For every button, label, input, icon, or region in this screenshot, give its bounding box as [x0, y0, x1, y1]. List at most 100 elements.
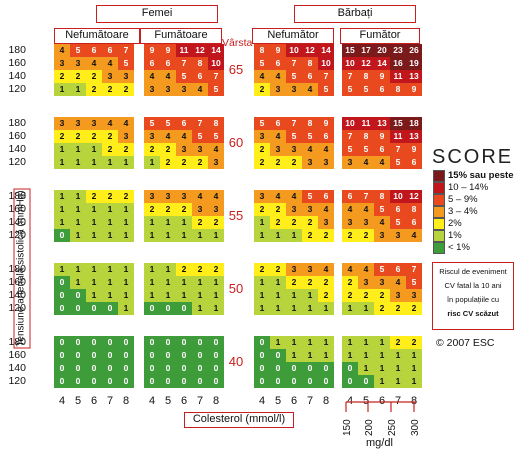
risk-cell: 4 [86, 57, 102, 70]
risk-cell: 6 [318, 130, 334, 143]
risk-note-line-2: CV fatal la 10 ani [444, 281, 502, 290]
risk-cell: 6 [374, 83, 390, 96]
risk-cell: 0 [160, 349, 176, 362]
risk-cell: 7 [390, 143, 406, 156]
risk-cell: 2 [176, 203, 192, 216]
risk-cell: 2 [406, 336, 422, 349]
risk-cell: 3 [176, 190, 192, 203]
risk-cell: 1 [144, 263, 160, 276]
risk-cell: 0 [176, 349, 192, 362]
risk-cell: 0 [70, 336, 86, 349]
risk-cell: 6 [406, 216, 422, 229]
risk-cell: 2 [160, 143, 176, 156]
risk-cell: 1 [176, 216, 192, 229]
risk-cell: 0 [208, 375, 224, 388]
sbp-label: 120 [8, 229, 26, 241]
risk-cell: 1 [254, 289, 270, 302]
risk-cell: 2 [160, 203, 176, 216]
risk-cell: 0 [302, 375, 318, 388]
risk-cell: 3 [54, 57, 70, 70]
risk-cell: 5 [358, 143, 374, 156]
risk-cell: 0 [254, 362, 270, 375]
risk-cell: 0 [54, 336, 70, 349]
risk-cell: 1 [286, 336, 302, 349]
copyright: © 2007 ESC [436, 337, 495, 349]
risk-cell: 1 [192, 229, 208, 242]
cholesterol-tick: 4 [258, 395, 266, 407]
risk-cell: 5 [160, 117, 176, 130]
sbp-label: 160 [8, 276, 26, 288]
mgdl-unit: mg/dl [366, 437, 393, 449]
cholesterol-tick: 7 [196, 395, 204, 407]
risk-cell: 3 [70, 57, 86, 70]
risk-cell: 0 [86, 349, 102, 362]
risk-cell: 6 [144, 57, 160, 70]
risk-cell: 3 [144, 83, 160, 96]
risk-cell: 0 [118, 349, 134, 362]
risk-cell: 7 [208, 70, 224, 83]
risk-cell: 1 [270, 276, 286, 289]
risk-cell: 7 [318, 70, 334, 83]
risk-cell: 0 [318, 375, 334, 388]
risk-cell: 1 [144, 156, 160, 169]
risk-cell: 2 [342, 229, 358, 242]
risk-cell: 9 [374, 70, 390, 83]
risk-cell: 1 [160, 289, 176, 302]
risk-cell: 1 [144, 216, 160, 229]
risk-cell: 5 [302, 130, 318, 143]
risk-cell: 0 [358, 375, 374, 388]
risk-cell: 0 [86, 362, 102, 375]
risk-cell: 0 [192, 362, 208, 375]
sbp-label: 140 [8, 289, 26, 301]
risk-cell: 1 [118, 203, 134, 216]
age-title: Vârsta [222, 37, 253, 49]
risk-cell: 10 [318, 57, 334, 70]
risk-cell: 2 [86, 190, 102, 203]
risk-cell: 15 [342, 44, 358, 57]
risk-cell: 0 [318, 362, 334, 375]
risk-cell: 2 [406, 302, 422, 315]
risk-cell: 1 [102, 216, 118, 229]
risk-cell: 3 [254, 130, 270, 143]
risk-cell: 0 [54, 362, 70, 375]
risk-cell: 2 [270, 156, 286, 169]
risk-cell: 5 [144, 117, 160, 130]
risk-cell: 1 [160, 276, 176, 289]
risk-cell: 6 [318, 190, 334, 203]
risk-cell: 10 [286, 44, 302, 57]
risk-cell: 0 [144, 302, 160, 315]
risk-cell: 1 [406, 362, 422, 375]
sbp-label: 180 [8, 190, 26, 202]
risk-cell: 2 [208, 216, 224, 229]
risk-cell: 9 [144, 44, 160, 57]
risk-cell: 0 [160, 375, 176, 388]
risk-cell: 1 [54, 263, 70, 276]
risk-cell: 14 [318, 44, 334, 57]
risk-cell: 1 [374, 362, 390, 375]
mgdl-tick-300: 300 [410, 419, 421, 436]
risk-cell: 17 [358, 44, 374, 57]
risk-cell: 3 [342, 216, 358, 229]
risk-cell: 1 [70, 229, 86, 242]
risk-cell: 1 [358, 362, 374, 375]
risk-cell: 1 [286, 349, 302, 362]
legend-label: 3 – 4% [448, 206, 478, 217]
risk-cell: 5 [176, 70, 192, 83]
risk-cell: 3 [192, 143, 208, 156]
risk-cell: 2 [318, 229, 334, 242]
risk-cell: 1 [286, 229, 302, 242]
risk-cell: 1 [86, 229, 102, 242]
risk-cell: 1 [86, 289, 102, 302]
risk-cell: 6 [302, 70, 318, 83]
risk-cell: 3 [286, 143, 302, 156]
legend-label: 5 – 9% [448, 194, 478, 205]
risk-cell: 6 [176, 117, 192, 130]
age-label: 50 [228, 281, 244, 296]
risk-cell: 4 [270, 70, 286, 83]
risk-cell: 0 [270, 349, 286, 362]
risk-cell: 0 [176, 302, 192, 315]
risk-cell: 1 [54, 156, 70, 169]
risk-cell: 7 [192, 117, 208, 130]
risk-cell: 2 [176, 263, 192, 276]
risk-cell: 8 [254, 44, 270, 57]
